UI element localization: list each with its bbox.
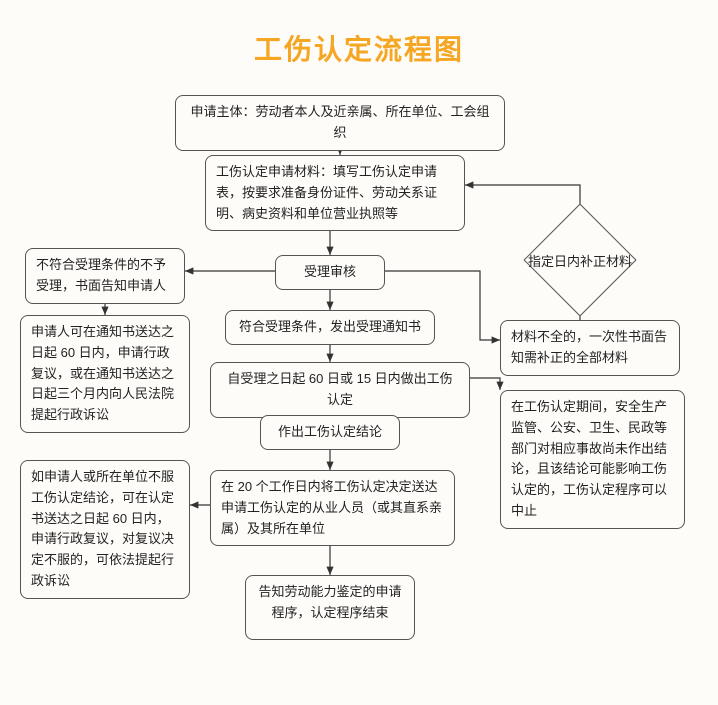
node-materials: 工伤认定申请材料：填写工伤认定申请表，按要求准备身份证件、劳动关系证明、病史资料… [205, 155, 465, 231]
node-reject: 不符合受理条件的不予受理，书面告知申请人 [25, 248, 185, 304]
node-decide-period: 自受理之日起 60 日或 15 日内做出工伤认定 [210, 362, 470, 418]
node-review: 受理审核 [275, 255, 385, 290]
node-deliver: 在 20 个工作日内将工伤认定决定送达申请工伤认定的从业人员（或其直系亲属）及其… [210, 470, 455, 546]
flowchart-canvas: 申请主体：劳动者本人及近亲属、所在单位、工会组织 工伤认定申请材料：填写工伤认定… [0, 0, 718, 705]
node-applicant: 申请主体：劳动者本人及近亲属、所在单位、工会组织 [175, 95, 505, 151]
node-conclusion-appeal: 如申请人或所在单位不服工伤认定结论，可在认定书送达之日起 60 日内，申请行政复… [20, 460, 190, 599]
node-accept-notice: 符合受理条件，发出受理通知书 [225, 310, 435, 345]
node-conclusion: 作出工伤认定结论 [260, 415, 400, 450]
node-suspend: 在工伤认定期间，安全生产监管、公安、卫生、民政等部门对相应事故尚未作出结论，且该… [500, 390, 685, 529]
node-end: 告知劳动能力鉴定的申请程序，认定程序结束 [245, 575, 415, 640]
node-supplement-notice: 材料不全的，一次性书面告知需补正的全部材料 [500, 320, 680, 376]
node-reject-appeal: 申请人可在通知书送达之日起 60 日内，申请行政复议，或在通知书送达之日起三个月… [20, 315, 190, 433]
decision-supplement-label: 指定日内补正材料 [510, 251, 650, 270]
